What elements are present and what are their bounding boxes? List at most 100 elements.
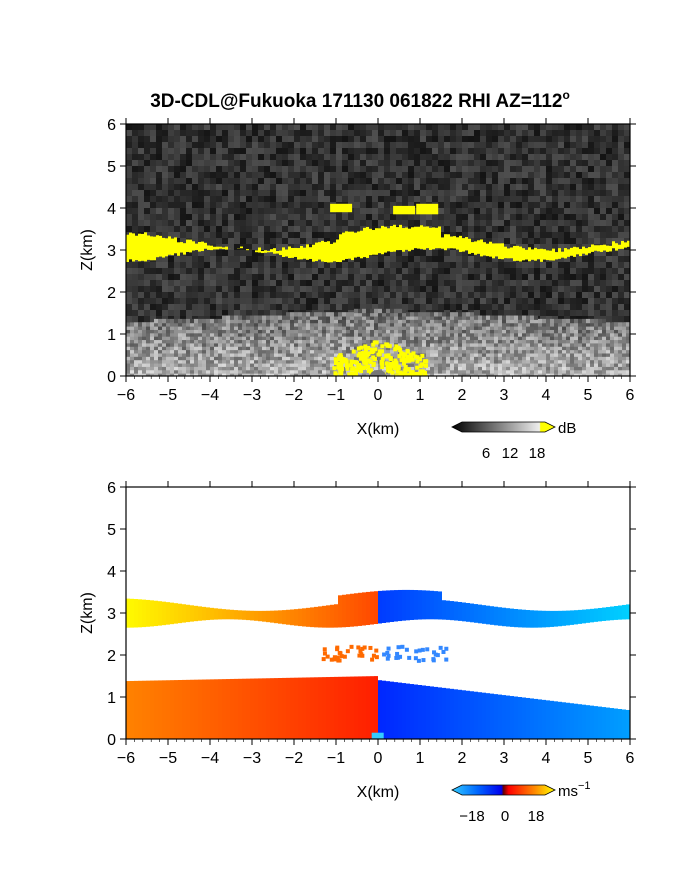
noise-cell <box>234 256 240 262</box>
boundary-layer-cell <box>210 339 214 344</box>
noise-cell <box>570 286 576 292</box>
boundary-layer-cell <box>218 342 222 347</box>
boundary-layer-cell <box>190 335 194 341</box>
boundary-layer-cell <box>170 359 174 364</box>
boundary-layer-cell <box>298 372 302 376</box>
boundary-layer-cell <box>150 352 154 357</box>
boundary-layer-cell <box>226 365 230 371</box>
noise-cell <box>246 196 252 202</box>
noise-cell <box>576 214 582 220</box>
noise-cell <box>258 136 264 142</box>
noise-cell <box>498 226 504 232</box>
noise-cell <box>252 124 258 130</box>
noise-cell <box>162 208 168 214</box>
noise-cell <box>618 232 624 238</box>
boundary-layer-cell <box>190 345 194 351</box>
noise-cell <box>504 190 510 196</box>
boundary-layer-cell <box>214 332 218 337</box>
boundary-layer-cell <box>442 349 446 354</box>
boundary-layer-cell <box>406 345 410 351</box>
noise-cell <box>126 124 132 130</box>
noise-cell <box>486 256 492 262</box>
boundary-layer-cell <box>146 352 150 357</box>
boundary-layer-cell <box>182 345 186 351</box>
noise-cell <box>426 286 432 292</box>
boundary-layer-cell <box>286 345 290 351</box>
boundary-layer-cell <box>310 349 314 354</box>
noise-cell <box>546 304 552 310</box>
boundary-layer-cell <box>442 328 446 334</box>
noise-cell <box>354 286 360 292</box>
noise-cell <box>174 304 180 310</box>
boundary-layer-cell <box>414 345 418 351</box>
noise-cell <box>396 184 402 190</box>
boundary-layer-cell <box>406 318 410 324</box>
boundary-layer-cell <box>326 372 330 376</box>
boundary-layer-cell <box>254 345 258 351</box>
boundary-layer-cell <box>394 315 398 320</box>
noise-cell <box>552 208 558 214</box>
noise-cell <box>366 220 372 226</box>
boundary-layer-cell <box>210 342 214 347</box>
noise-cell <box>582 238 588 244</box>
boundary-layer-cell <box>126 365 130 371</box>
noise-cell <box>276 244 282 250</box>
boundary-layer-cell <box>162 325 166 330</box>
noise-cell <box>324 154 330 160</box>
boundary-layer-cell <box>206 342 210 347</box>
noise-cell <box>438 184 444 190</box>
boundary-layer-cell <box>158 332 162 337</box>
noise-cell <box>606 130 612 136</box>
noise-cell <box>492 172 498 178</box>
noise-cell <box>324 130 330 136</box>
noise-cell <box>138 214 144 220</box>
noise-cell <box>204 124 210 130</box>
boundary-layer-cell <box>418 339 422 344</box>
boundary-layer-cell <box>294 349 298 354</box>
noise-cell <box>318 160 324 166</box>
noise-cell <box>474 232 480 238</box>
boundary-layer-cell <box>398 362 402 367</box>
noise-cell <box>150 172 156 178</box>
noise-cell <box>348 214 354 220</box>
noise-cell <box>474 274 480 280</box>
boundary-layer-cell <box>234 345 238 351</box>
boundary-layer-cell <box>318 318 322 324</box>
noise-cell <box>162 304 168 310</box>
noise-cell <box>162 274 168 280</box>
noise-cell <box>168 148 174 154</box>
noise-cell <box>276 196 282 202</box>
boundary-layer-cell <box>238 349 242 354</box>
noise-cell <box>624 172 630 178</box>
noise-cell <box>348 286 354 292</box>
boundary-layer-cell <box>266 315 270 320</box>
noise-cell <box>360 166 366 172</box>
noise-cell <box>390 286 396 292</box>
noise-cell <box>210 220 216 226</box>
noise-cell <box>252 178 258 184</box>
noise-cell <box>396 274 402 280</box>
noise-cell <box>288 184 294 190</box>
noise-cell <box>234 310 240 316</box>
noise-cell <box>444 214 450 220</box>
noise-cell <box>486 130 492 136</box>
noise-cell <box>444 148 450 154</box>
noise-cell <box>384 280 390 286</box>
boundary-layer-cell <box>298 332 302 337</box>
noise-cell <box>432 178 438 184</box>
noise-cell <box>222 142 228 148</box>
noise-cell <box>348 154 354 160</box>
noise-cell <box>594 220 600 226</box>
boundary-layer-cell <box>270 345 274 351</box>
noise-cell <box>198 250 204 256</box>
noise-cell <box>144 310 150 316</box>
boundary-layer-cell <box>422 365 426 371</box>
boundary-layer-cell <box>298 335 302 341</box>
noise-cell <box>588 298 594 304</box>
noise-cell <box>402 136 408 142</box>
boundary-layer-cell <box>362 322 366 327</box>
noise-cell <box>480 304 486 310</box>
noise-cell <box>486 178 492 184</box>
noise-cell <box>138 142 144 148</box>
noise-cell <box>324 196 330 202</box>
